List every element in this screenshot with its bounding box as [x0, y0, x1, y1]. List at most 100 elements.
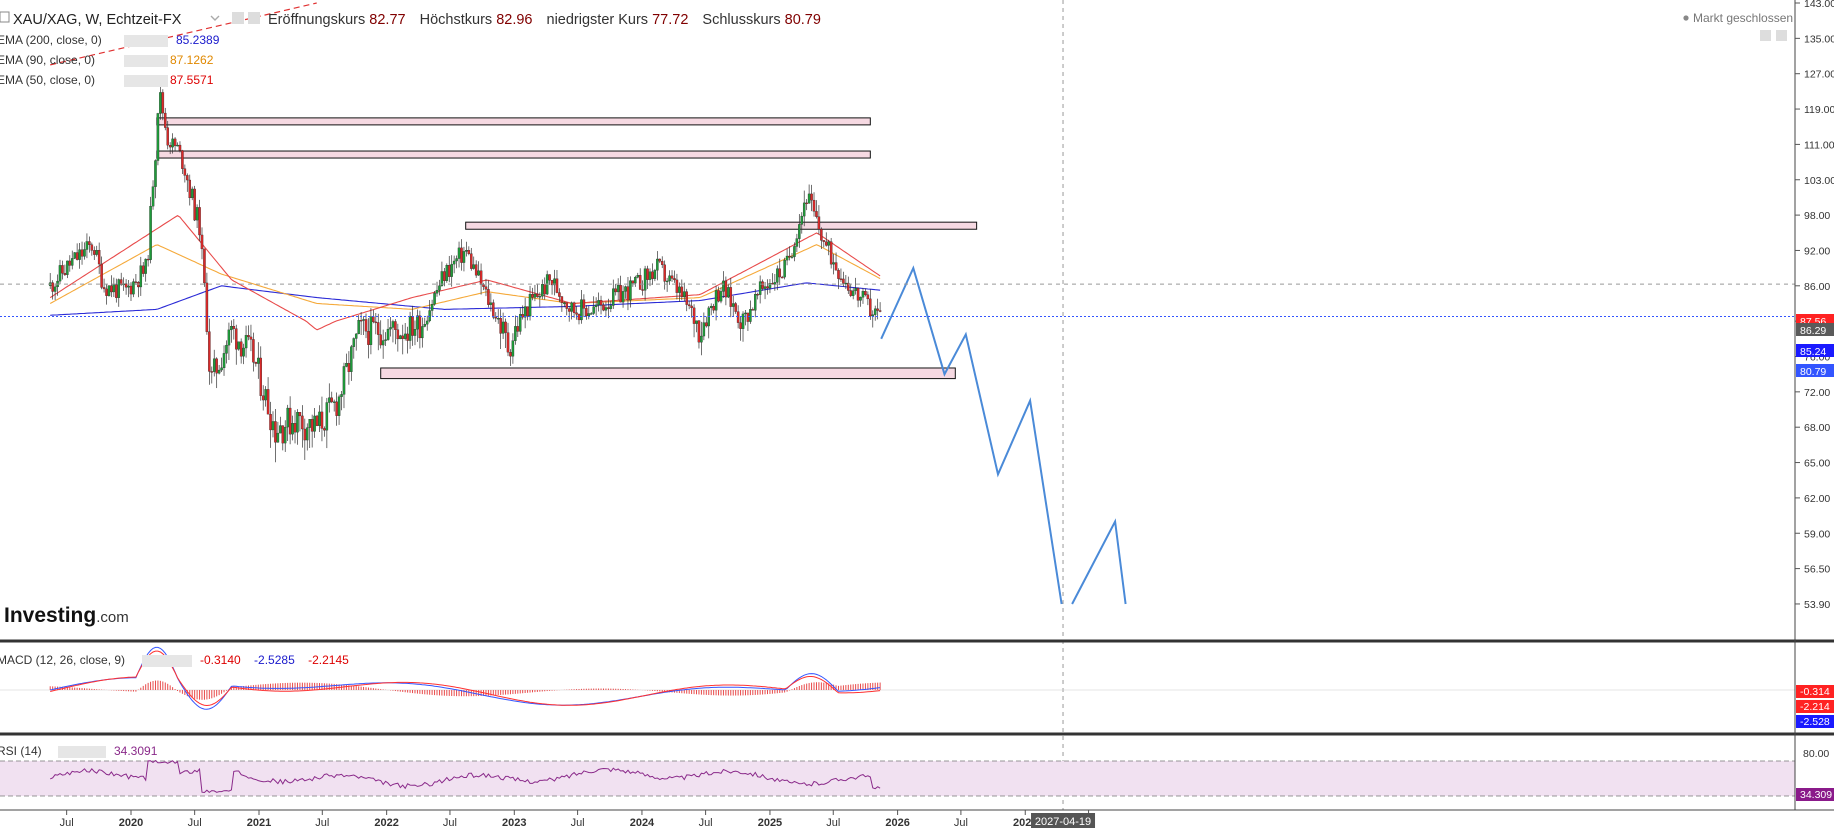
panel-maximize-icon[interactable]: [1776, 30, 1787, 41]
candle-body: [558, 292, 561, 297]
chevron-down-icon[interactable]: [210, 15, 220, 21]
candle-body: [790, 256, 794, 258]
candle-body: [565, 302, 569, 309]
time-tick-label: 2024: [630, 817, 655, 828]
candle-body: [499, 318, 502, 334]
price-tick-label: 98.00: [1804, 210, 1830, 222]
svg-text:Eröffnungskurs 82.77: Eröffnungskurs 82.77 Höchstkurs 82.96 ni…: [268, 12, 821, 28]
macd-histogram: [49, 680, 881, 700]
price-tick-label: 143.00: [1804, 0, 1834, 10]
candle-body: [117, 279, 121, 298]
resistance-zone-2[interactable]: [156, 150, 871, 159]
resistance-zone-4[interactable]: [380, 367, 956, 380]
time-axis-ticks[interactable]: Jul 2020 Jul 2021 Jul 2022 Jul 2023 Jul 2024 Jul 20…: [60, 810, 1096, 828]
collapse-icon[interactable]: [0, 11, 10, 23]
candle-body: [582, 299, 586, 309]
candle-body: [372, 316, 375, 323]
macd-value-2: -2.5285: [254, 653, 295, 667]
settings-icon[interactable]: [232, 12, 244, 24]
candle-body: [656, 258, 659, 271]
candle-body: [171, 138, 174, 148]
open-value: 82.77: [369, 12, 405, 28]
candle-body: [249, 336, 253, 340]
candle-body: [354, 333, 358, 339]
macd-controls[interactable]: [142, 655, 192, 667]
candle-body: [795, 238, 799, 247]
candle-body: [308, 419, 311, 428]
rsi-controls[interactable]: [58, 746, 106, 758]
candle-body: [266, 389, 270, 415]
crosshair-date-box: [1031, 813, 1096, 828]
candle-body: [421, 326, 424, 339]
rsi-value: 34.3091: [114, 744, 158, 758]
low-label: niedrigster Kurs: [547, 12, 649, 28]
candle-body: [100, 263, 103, 288]
candle-body: [477, 270, 480, 276]
trendline[interactable]: [50, 2, 317, 66]
candle-body: [457, 247, 461, 259]
ema-200-value: 85.2389: [176, 33, 220, 47]
candle-body: [548, 274, 551, 281]
candle-body: [680, 286, 684, 298]
time-tick-label: Jul: [60, 817, 74, 828]
candle-body: [641, 289, 644, 291]
candle-body: [663, 264, 666, 282]
candle-body: [279, 425, 282, 434]
candle-body: [646, 268, 649, 280]
ema-50-controls[interactable]: [124, 75, 168, 87]
candle-body: [220, 367, 223, 371]
candle-body: [90, 244, 94, 251]
candle-body: [384, 339, 387, 341]
candle-body: [306, 427, 309, 441]
ema-90-controls[interactable]: [124, 55, 168, 67]
candle-body: [53, 286, 57, 292]
close-label: Schlusskurs: [702, 12, 780, 28]
candle-body: [746, 312, 750, 322]
candle-body: [156, 113, 160, 161]
macd-tag-3: [1796, 715, 1834, 728]
macd-tag-2: [1796, 700, 1834, 713]
price-tick-label: 135.00: [1804, 33, 1834, 45]
candle-body: [638, 275, 642, 290]
resistance-zone-3[interactable]: [465, 221, 978, 230]
candle-body: [599, 300, 603, 306]
candle-body: [352, 338, 356, 347]
candle-body: [205, 282, 209, 332]
candle-body: [141, 265, 145, 274]
candle-body: [217, 369, 221, 374]
candle-body: [834, 262, 838, 271]
macd-panel: [0, 639, 1834, 710]
candle-body: [281, 425, 285, 444]
candle-body: [570, 302, 573, 312]
candle-body: [325, 402, 329, 431]
candle-body: [283, 426, 287, 444]
ema-200-controls[interactable]: [124, 35, 168, 47]
resistance-zone-1[interactable]: [156, 117, 871, 126]
candle-body: [215, 358, 218, 374]
ema-lines: [49, 214, 881, 331]
candle-body: [634, 277, 637, 284]
projection-line-2[interactable]: [1071, 518, 1127, 605]
candle-body: [496, 318, 500, 320]
macd-value-tags: -0.314 -2.214 -2.528: [1796, 685, 1834, 728]
candle-body: [232, 326, 236, 329]
candle-body: [751, 309, 755, 311]
candle-body: [474, 264, 478, 276]
candle-body: [188, 179, 192, 199]
candle-body: [594, 304, 598, 307]
candle-body: [592, 306, 595, 314]
candle-body: [269, 413, 272, 431]
candle-body: [350, 346, 353, 372]
chart-legend: XAU/XAG, W, Echtzeit-FX Eröffnungskurs 8…: [0, 11, 1793, 41]
candle-body: [543, 284, 546, 295]
time-tick-label: 2020: [119, 817, 143, 828]
visibility-icon[interactable]: [248, 12, 260, 24]
candle-body: [332, 401, 336, 403]
projection-line-1[interactable]: [880, 265, 1063, 605]
panel-control-icon[interactable]: [1760, 30, 1771, 41]
candle-body: [435, 289, 439, 294]
candle-body: [705, 322, 708, 327]
candle-body: [722, 280, 725, 292]
candle-body: [727, 287, 730, 298]
